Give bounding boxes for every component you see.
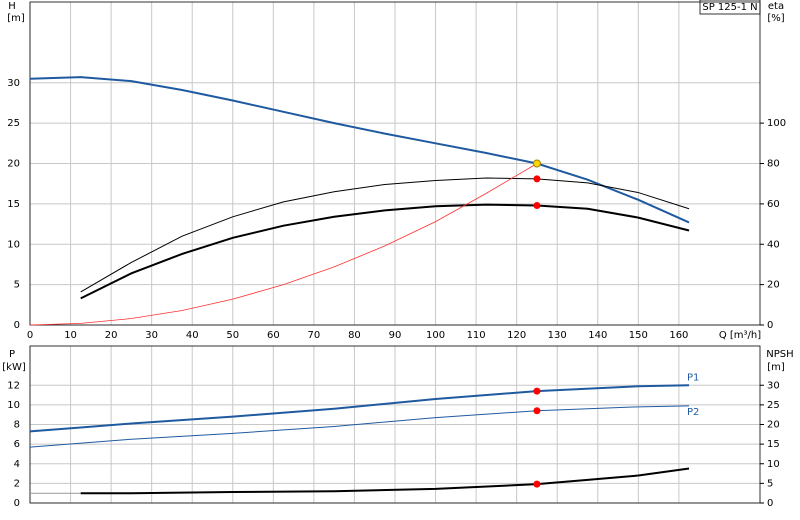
- series-line: [80, 203, 690, 300]
- y2-tick-label: 40: [767, 239, 780, 250]
- x-tick-label: 0: [27, 330, 33, 341]
- series-line: [80, 177, 690, 293]
- y2-tick-label: 10: [767, 459, 780, 470]
- operating-point: [533, 480, 541, 488]
- y2-tick-label: 30: [767, 380, 780, 391]
- series-line: [29, 384, 690, 433]
- series-line: [29, 163, 538, 326]
- y2-tick-label: 20: [767, 420, 780, 431]
- annotation: SP 125-1 N: [702, 2, 757, 13]
- x-tick-label: 150: [629, 330, 648, 341]
- y2-tick-label: 15: [767, 439, 780, 450]
- x-tick-label: 30: [145, 330, 158, 341]
- operating-point: [533, 201, 541, 209]
- y-tick-label: 25: [7, 118, 20, 129]
- x-tick-label: 80: [348, 330, 361, 341]
- x-tick-label: 100: [426, 330, 445, 341]
- y2-tick-label: 20: [767, 280, 780, 291]
- x-tick-label: 20: [105, 330, 118, 341]
- x-tick-label: 160: [669, 330, 688, 341]
- y-tick-label: 4: [14, 459, 20, 470]
- y2-tick-label: 5: [767, 478, 773, 489]
- operating-point: [533, 387, 541, 395]
- y-tick-label: 2: [14, 478, 20, 489]
- y2-tick-label: 60: [767, 199, 780, 210]
- series-line: [29, 405, 690, 448]
- y-tick-label: 6: [14, 439, 20, 450]
- series-line: [29, 76, 690, 224]
- y2-tick-label: 0: [767, 320, 773, 331]
- y-tick-label: 10: [7, 239, 20, 250]
- y2-label: NPSH: [766, 349, 793, 360]
- x-tick-label: 110: [467, 330, 486, 341]
- operating-point: [533, 175, 541, 183]
- series-line: [80, 467, 690, 495]
- series-label: P1: [687, 372, 699, 383]
- x-tick-label: 40: [186, 330, 199, 341]
- y2-tick-label: 0: [767, 498, 773, 509]
- x-tick-label: 60: [267, 330, 280, 341]
- y-tick-label: 30: [7, 78, 20, 89]
- x-tick-label: 70: [308, 330, 321, 341]
- y2-label: eta: [768, 1, 784, 12]
- plot-frame: [29, 345, 761, 504]
- x-tick-label: 120: [507, 330, 526, 341]
- x-tick-label: 50: [226, 330, 239, 341]
- y-label: P: [9, 349, 15, 360]
- y-tick-label: 8: [14, 420, 20, 431]
- y-tick-label: 10: [7, 400, 20, 411]
- operating-point: [532, 159, 541, 168]
- x-tick-label: 130: [548, 330, 567, 341]
- series-label: P2: [687, 407, 699, 418]
- y2-tick-label: 100: [767, 118, 786, 129]
- y-tick-label: 15: [7, 199, 20, 210]
- operating-point: [533, 407, 541, 415]
- y-unit: [m]: [7, 13, 25, 24]
- x-label: Q [m³/h]: [719, 330, 761, 341]
- y-tick-label: 0: [14, 498, 20, 509]
- y-unit: [kW]: [2, 362, 26, 373]
- y2-tick-label: 25: [767, 400, 780, 411]
- y2-tick-label: 80: [767, 159, 780, 170]
- y-tick-label: 0: [14, 320, 20, 331]
- y-label: H: [8, 1, 16, 12]
- y-tick-label: 5: [14, 280, 20, 291]
- y2-unit: [%]: [767, 13, 784, 24]
- x-tick-label: 10: [64, 330, 77, 341]
- x-tick-label: 90: [389, 330, 402, 341]
- y2-unit: [m]: [767, 362, 785, 373]
- plot-frame: [29, 1, 761, 326]
- x-tick-label: 140: [588, 330, 607, 341]
- y-tick-label: 12: [7, 380, 20, 391]
- y-tick-label: 20: [7, 159, 20, 170]
